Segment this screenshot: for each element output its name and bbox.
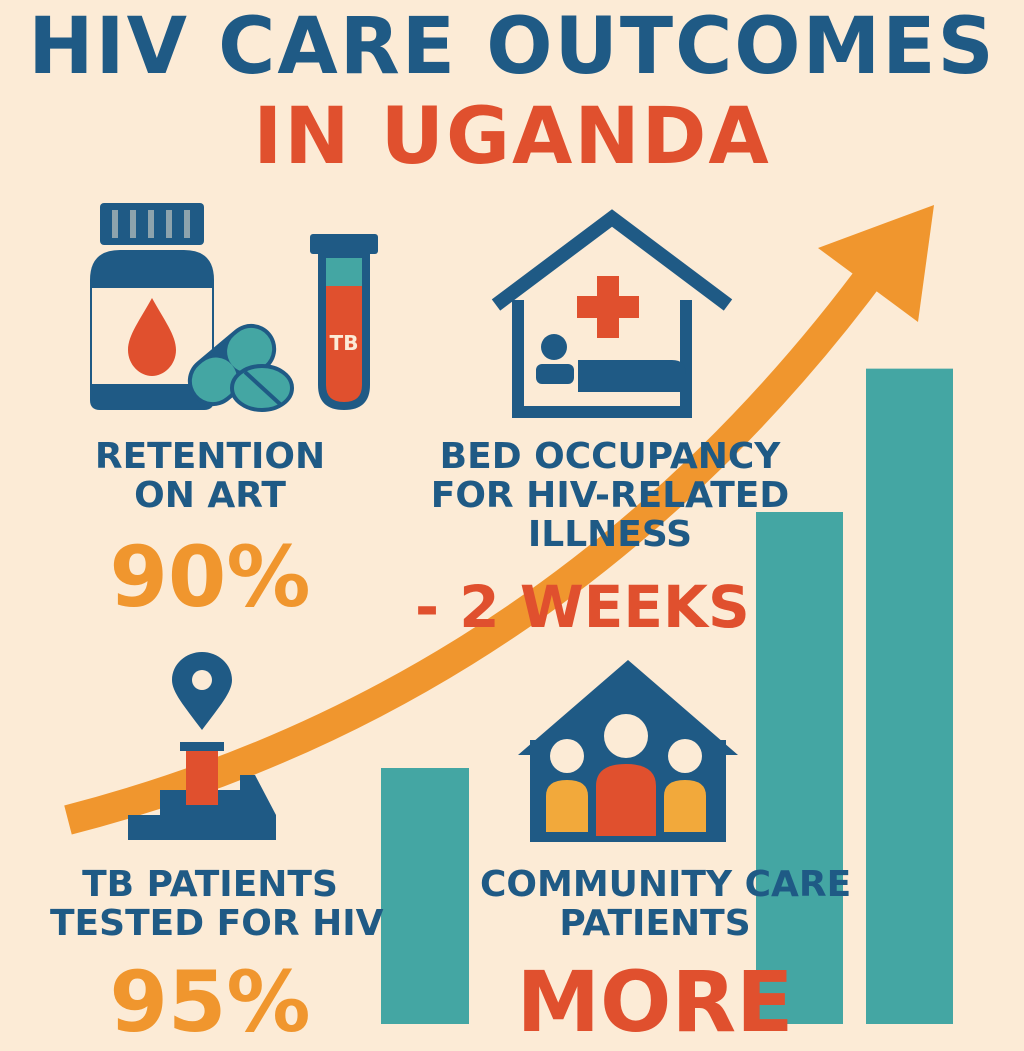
tb-tested-label: TB PATIENTS TESTED FOR HIV: [50, 864, 384, 944]
retention-label-line-2: ON ART: [134, 474, 286, 516]
community-label: COMMUNITY CARE PATIENTS: [480, 864, 852, 944]
test-tube-icon: [310, 234, 378, 410]
tb-tested-label-line-1: TB PATIENTS: [82, 864, 338, 905]
hospital-icon: [491, 209, 733, 418]
chart-bar-3: [866, 368, 953, 1024]
trend-arrow-head: [818, 205, 934, 322]
community-house-icon: [518, 660, 738, 842]
page-title-line-2: IN UGANDA: [253, 92, 771, 182]
bed-occupancy-label-line-2: FOR HIV-RELATED: [430, 474, 790, 516]
pill-bottle-icon: [90, 203, 214, 410]
chart-bar-1: [381, 768, 469, 1024]
icon-layer: TB: [90, 203, 738, 842]
retention-label-line-1: RETENTION: [94, 436, 326, 477]
tb-tested-label-line-2: TESTED FOR HIV: [50, 902, 384, 944]
tb-tested-value: 95%: [109, 953, 311, 1051]
retention-value: 90%: [109, 528, 311, 626]
clinic-icon: [128, 742, 276, 840]
capsule-icon: [187, 323, 277, 407]
trend-arrow-line: [64, 246, 898, 835]
community-label-line-2: PATIENTS: [559, 902, 751, 944]
retention-label: RETENTION ON ART: [70, 436, 350, 516]
test-tube-label: TB: [330, 331, 359, 355]
bed-occupancy-label-line-3: ILLNESS: [527, 513, 693, 555]
chart-bar-2: [756, 512, 843, 1024]
bed-occupancy-value: - 2 WEEKS: [415, 573, 750, 641]
community-value: MORE: [516, 953, 794, 1051]
bar-group: [381, 368, 953, 1024]
community-label-line-1: COMMUNITY CARE: [480, 864, 852, 905]
bed-occupancy-label-line-1: BED OCCUPANCY: [439, 436, 781, 477]
page-title-line-1: HIV CARE OUTCOMES: [28, 2, 996, 92]
bed-occupancy-label: BED OCCUPANCY FOR HIV-RELATED ILLNESS: [430, 436, 790, 555]
location-pin-icon: [172, 652, 232, 730]
growth-chart: [64, 205, 953, 1024]
